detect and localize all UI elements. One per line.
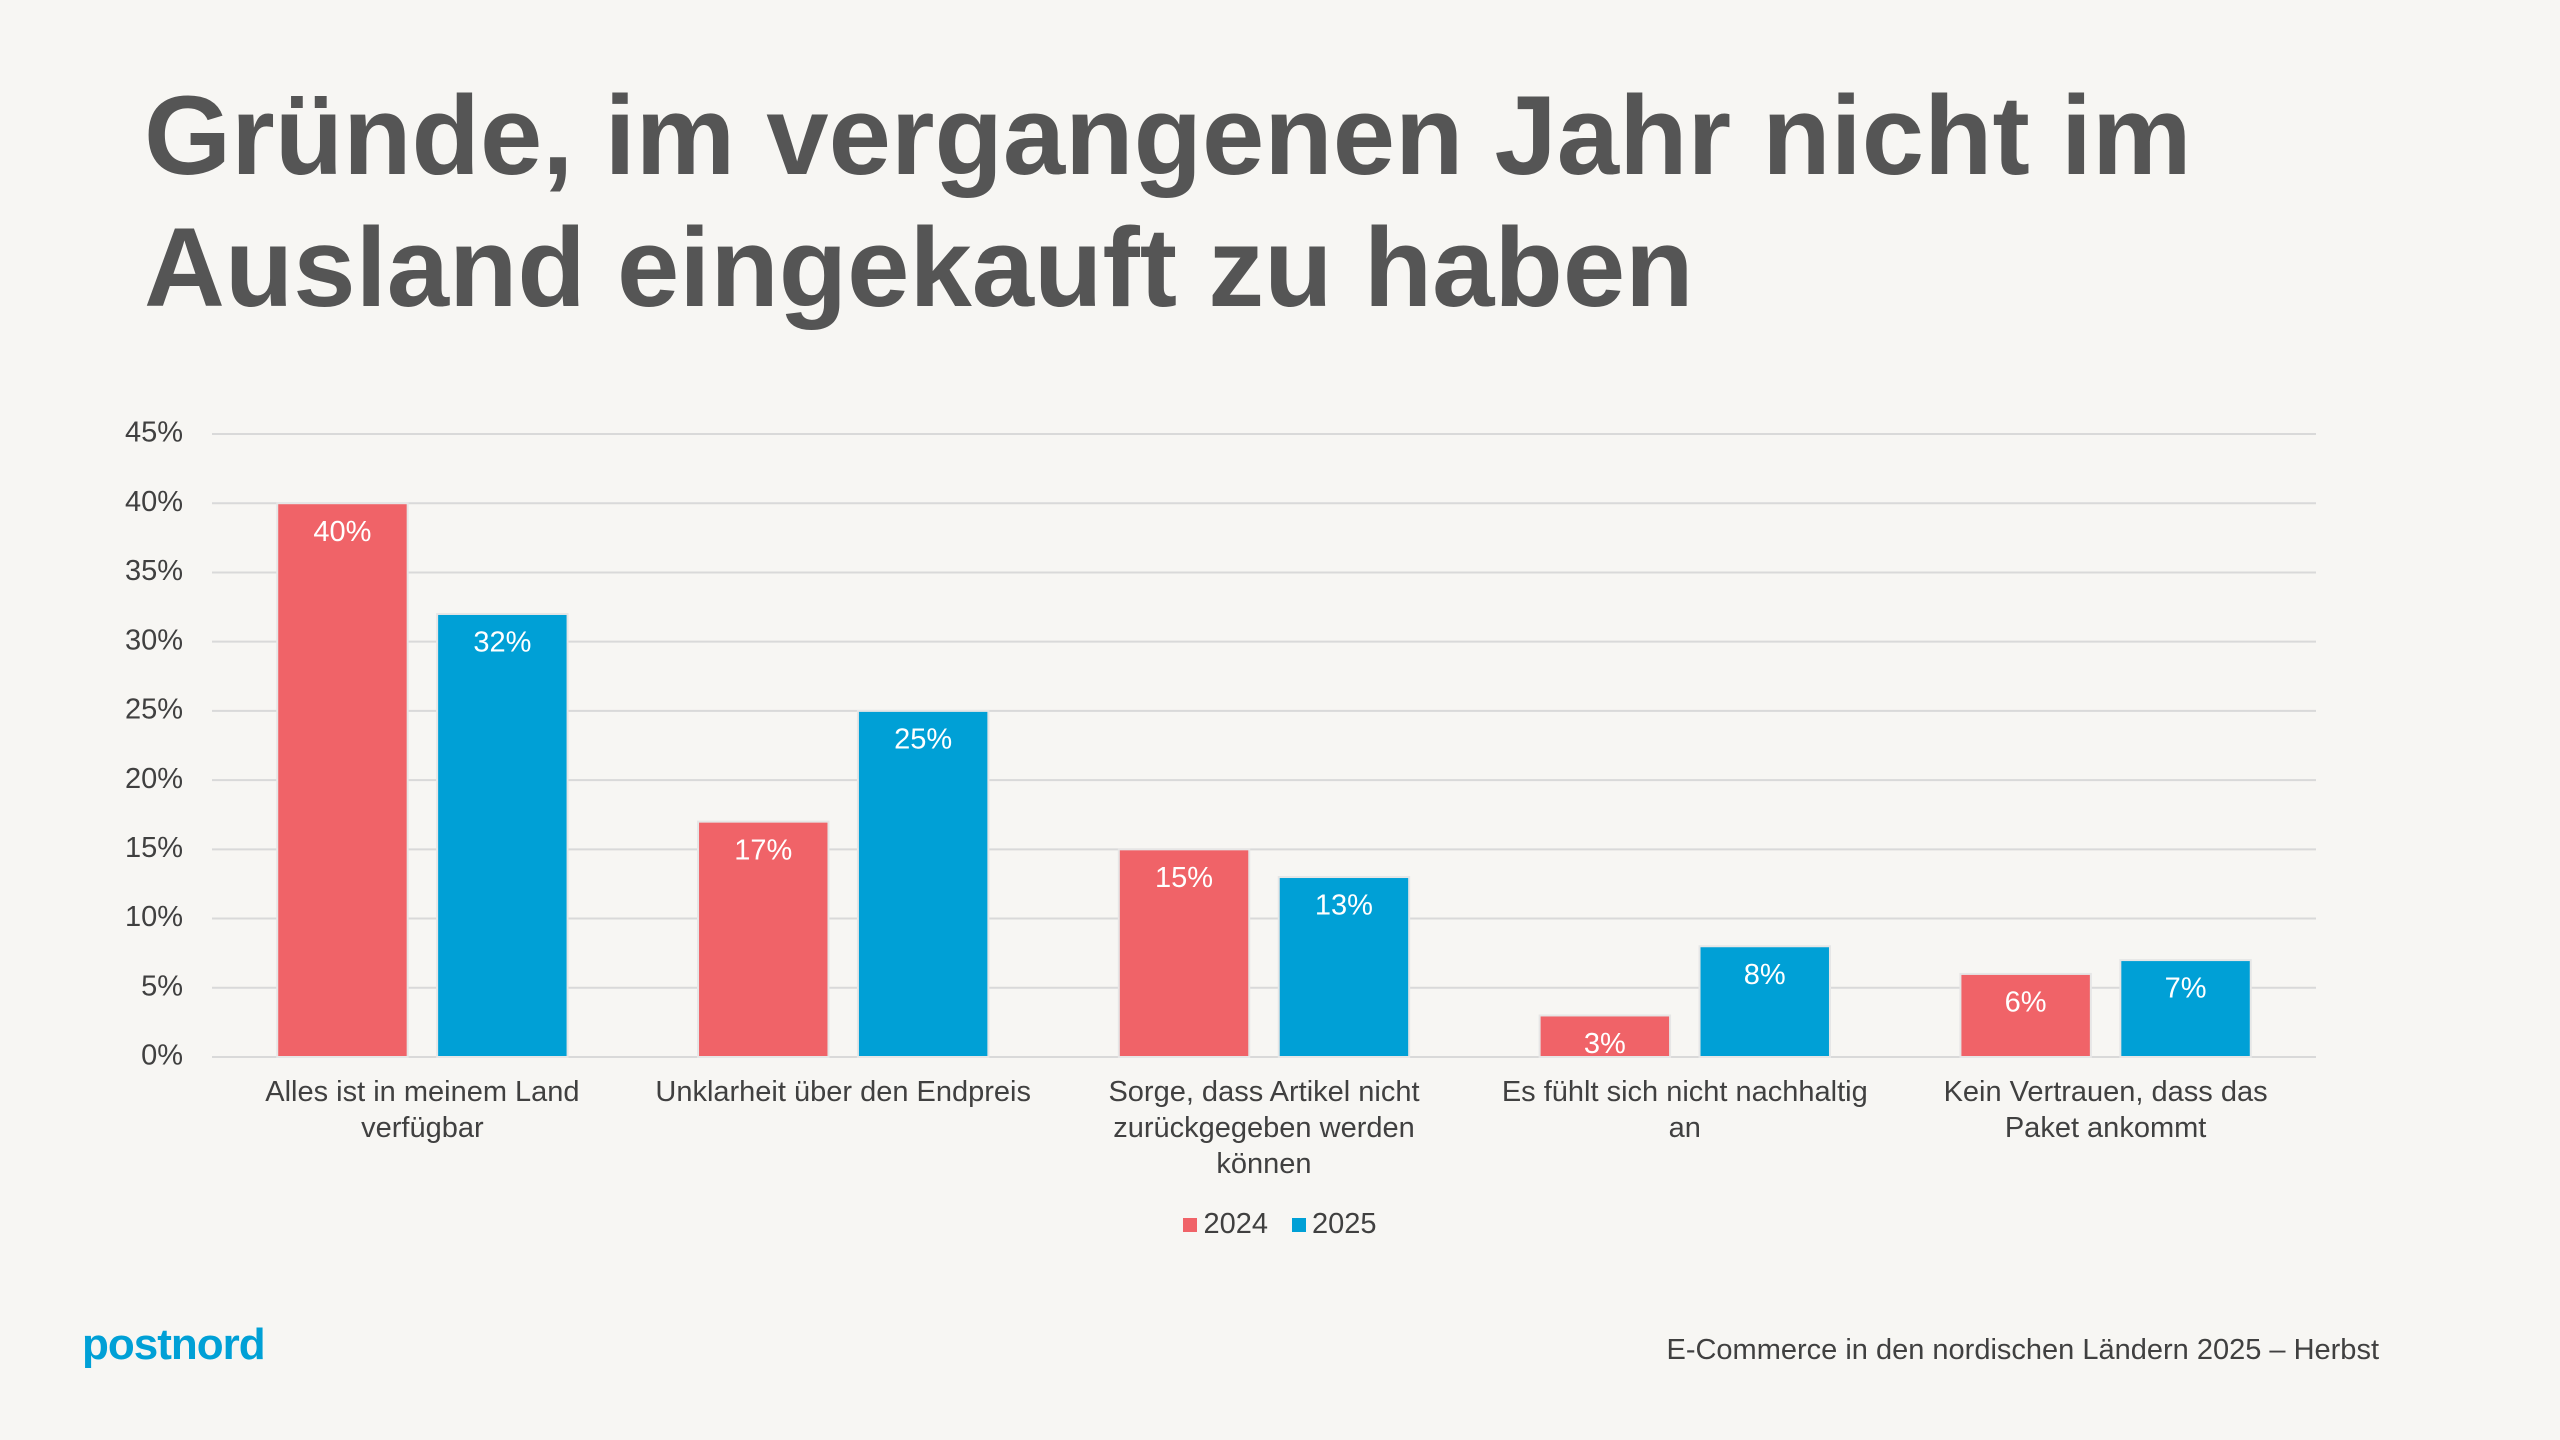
x-tick-label: Sorge, dass Artikel nicht zurückgegeben … (1108, 1076, 1420, 1180)
x-tick-label: Es fühlt sich nicht nachhaltig an (1501, 1076, 1868, 1144)
bar (436, 612, 569, 1058)
data-label: 40% (313, 516, 371, 548)
x-tick-label: Unklarheit über den Endpreis (655, 1076, 1031, 1108)
y-tick-label: 35% (125, 555, 183, 587)
y-tick-label: 45% (125, 417, 183, 449)
legend-item: 2025 (1292, 1208, 1377, 1241)
legend-label: 2024 (1203, 1208, 1268, 1240)
data-label: 8% (1744, 959, 1786, 991)
data-label: 32% (473, 627, 531, 659)
y-tick-label: 15% (125, 832, 183, 864)
legend-label: 2025 (1312, 1208, 1377, 1240)
bar (1117, 848, 1251, 1058)
bar (1959, 972, 2092, 1059)
y-tick-label: 10% (125, 901, 183, 933)
y-tick-label: 5% (141, 970, 183, 1002)
bar (1538, 1014, 1672, 1059)
bar (276, 502, 409, 1058)
x-tick-label: Kein Vertrauen, dass das Paket ankommt (1943, 1076, 2268, 1144)
legend-swatch (1183, 1217, 1198, 1232)
data-label: 25% (894, 724, 952, 756)
data-label: 6% (2005, 987, 2047, 1019)
y-tick-label: 40% (125, 486, 183, 518)
data-label: 15% (1155, 862, 1213, 894)
x-tick-label: Alles ist in meinem Land verfügbar (265, 1076, 580, 1144)
bar (1698, 945, 1831, 1058)
source-note: E-Commerce in den nordischen Ländern 202… (1666, 1334, 2379, 1366)
bar (1277, 876, 1411, 1058)
y-tick-label: 25% (125, 694, 183, 726)
data-label: 13% (1315, 890, 1373, 922)
chart-title: Gründe, im vergangenen Jahr nicht im Aus… (144, 73, 2192, 330)
legend-swatch (1292, 1217, 1306, 1232)
data-label: 3% (1584, 1028, 1626, 1060)
logo: postnord (82, 1320, 266, 1369)
y-tick-label: 30% (125, 624, 183, 656)
legend-item: 2024 (1183, 1208, 1268, 1241)
bar (2119, 959, 2252, 1058)
y-tick-label: 20% (125, 763, 183, 795)
data-label: 17% (734, 834, 792, 866)
legend: 2024 2025 (0, 1208, 2560, 1241)
bar (856, 709, 990, 1059)
y-tick-label: 0% (141, 1040, 183, 1072)
data-label: 7% (2165, 973, 2207, 1005)
bar (697, 820, 830, 1059)
